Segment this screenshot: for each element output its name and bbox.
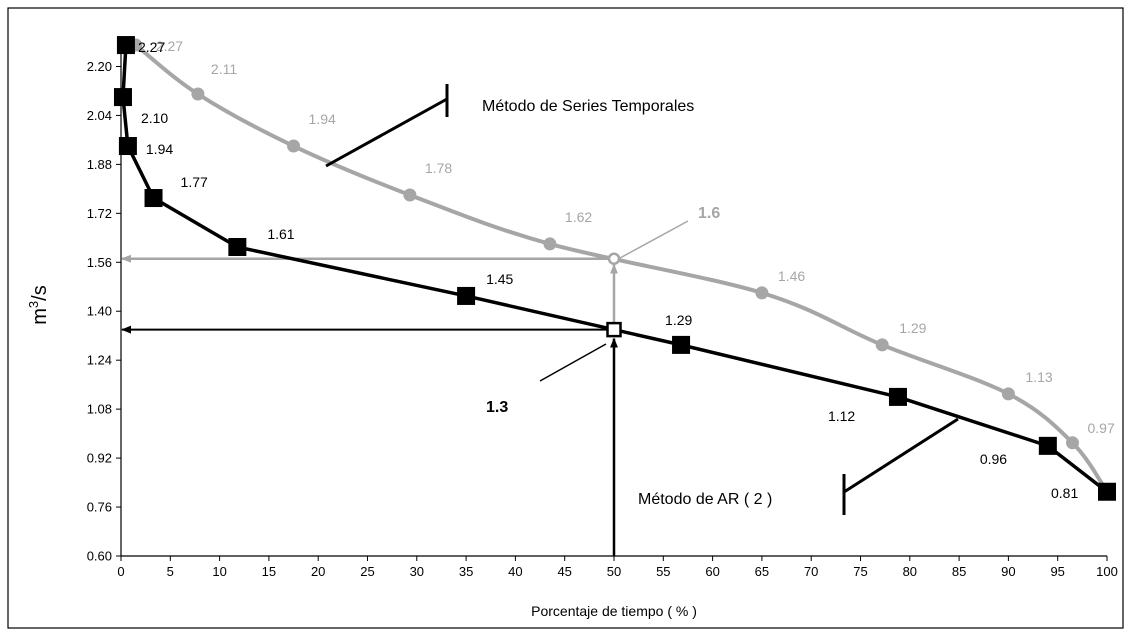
x-tick-label: 20 <box>311 564 325 579</box>
ar-value-at-50: 1.3 <box>486 399 508 416</box>
y-tick-label: 2.20 <box>87 59 112 74</box>
ar-point <box>1098 482 1116 501</box>
ts-intersection-marker <box>607 252 621 265</box>
series-temporales-data-label: 2.11 <box>211 61 237 77</box>
ar-point <box>672 335 691 354</box>
ar-data-label: 1.12 <box>828 408 855 424</box>
x-tick-label: 65 <box>755 564 769 579</box>
ar-callout-line <box>843 417 959 494</box>
ar-data-label: 1.61 <box>267 226 294 242</box>
y-tick-label: 0.92 <box>87 451 112 466</box>
series-temporales-point <box>755 286 769 300</box>
x-tick-label: 40 <box>508 564 522 579</box>
y-tick-label: 1.88 <box>87 157 112 172</box>
ar-top-data-label: 2.27 <box>138 39 165 55</box>
series-temporales-data-label: 1.29 <box>899 320 926 336</box>
ar-method-label: Método de AR ( 2 ) <box>638 491 772 508</box>
ar-data-label: 1.77 <box>181 174 208 190</box>
y-axis-label-sup: 3 <box>26 301 41 308</box>
x-tick-label: 35 <box>459 564 473 579</box>
data-labels: 2.27 2.11 1.94 1.78 1.62 1.46 1.29 1.13 0.97 2.10… <box>138 38 1115 501</box>
ar-data-label: 0.81 <box>1051 485 1078 501</box>
x-tick-label: 70 <box>804 564 818 579</box>
series-temporales-data-label: 1.94 <box>309 111 336 127</box>
ts-value-pointer <box>619 220 689 259</box>
reference-guides <box>121 254 618 556</box>
x-tick-label: 15 <box>262 564 276 579</box>
ar-point <box>888 387 907 406</box>
y-axis-label-rest: /s <box>29 285 51 301</box>
y-tick-label: 0.60 <box>87 549 112 564</box>
ts-method-label: Método de Series Temporales <box>482 98 694 115</box>
ar-point <box>1038 436 1057 455</box>
axes: 0 5 10 15 20 25 30 35 40 45 50 55 60 65 70 75 80 85 90 95 10… <box>87 38 1118 579</box>
y-tick-label: 1.56 <box>87 255 112 270</box>
series-temporales-point <box>875 338 889 352</box>
ar-intersection-marker <box>606 321 622 338</box>
series-temporales-data-label: 1.62 <box>565 209 592 225</box>
series-temporales-data-label: 1.13 <box>1025 369 1052 385</box>
ar-point <box>118 137 137 156</box>
x-tick-label: 10 <box>212 564 226 579</box>
y-tick-label: 2.04 <box>87 108 112 123</box>
ar-data-label: 0.96 <box>980 451 1007 467</box>
x-tick-label: 75 <box>853 564 867 579</box>
y-tick-label: 1.24 <box>87 353 112 368</box>
x-tick-label: 5 <box>167 564 174 579</box>
x-tick-label: 25 <box>360 564 374 579</box>
ar-value-pointer <box>539 343 607 382</box>
y-tick-label: 1.40 <box>87 304 112 319</box>
ar-point <box>144 189 163 208</box>
series-temporales-data-label: 0.97 <box>1087 420 1114 436</box>
ar-point <box>113 88 132 107</box>
series-line-ar <box>121 44 1109 494</box>
ar-data-label: 1.45 <box>486 271 513 287</box>
series-line-series-temporales <box>134 43 1109 493</box>
ar-point <box>457 286 476 305</box>
y-tick-label: 1.72 <box>87 206 112 221</box>
x-tick-label: 85 <box>952 564 966 579</box>
series-temporales-data-label: 1.78 <box>425 160 452 176</box>
x-axis-label: Porcentaje de tiempo ( % ) <box>531 603 697 619</box>
series-temporales-point <box>403 188 417 202</box>
x-tick-label: 55 <box>656 564 670 579</box>
y-axis-label: m3/s <box>26 285 51 324</box>
series-temporales-point <box>543 237 557 251</box>
x-tick-label: 45 <box>557 564 571 579</box>
y-tick-label: 0.76 <box>87 500 112 515</box>
x-tick-label: 0 <box>117 564 124 579</box>
ar-point <box>116 36 135 55</box>
ts-callout-line <box>325 97 448 168</box>
y-axis-label-base: m <box>29 308 51 325</box>
series-layer <box>113 36 1116 501</box>
x-tick-label: 60 <box>705 564 719 579</box>
series-temporales-point <box>191 87 205 101</box>
x-tick-label: 80 <box>903 564 917 579</box>
ar-data-label: 1.29 <box>665 312 692 328</box>
annotations: Método de Series Temporales Método de AR … <box>325 84 959 515</box>
series-temporales-data-label: 1.46 <box>778 268 805 284</box>
ar-point <box>228 237 247 256</box>
ar-data-label: 2.10 <box>141 110 168 126</box>
ar-data-label: 1.94 <box>146 141 173 157</box>
ts-value-at-50: 1.6 <box>698 205 720 222</box>
x-tick-label: 100 <box>1096 564 1118 579</box>
x-tick-label: 30 <box>410 564 424 579</box>
x-tick-label: 50 <box>607 564 621 579</box>
series-temporales-data-label: 2.27 <box>156 38 183 54</box>
x-tick-label: 90 <box>1001 564 1015 579</box>
series-temporales-point <box>287 139 301 153</box>
y-tick-label: 1.08 <box>87 402 112 417</box>
series-temporales-point <box>1001 387 1015 401</box>
series-temporales-point <box>1065 436 1079 450</box>
x-tick-label: 95 <box>1050 564 1064 579</box>
